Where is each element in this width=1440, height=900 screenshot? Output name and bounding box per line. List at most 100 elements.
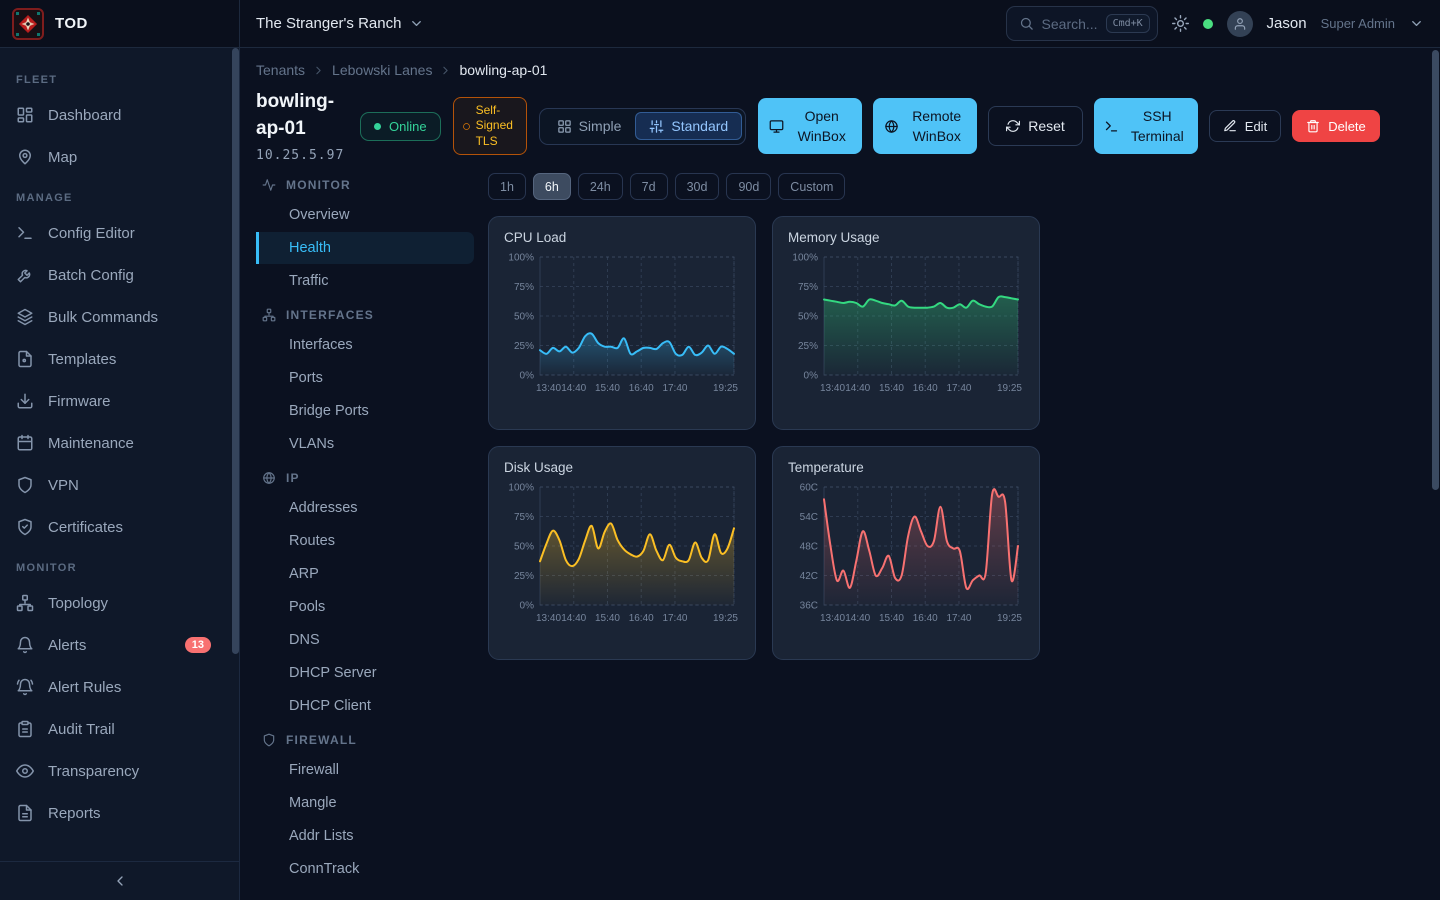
trash-icon (1306, 119, 1320, 133)
sidebar-item-templates[interactable]: Templates (0, 338, 239, 380)
theme-toggle-sun-icon[interactable] (1172, 15, 1189, 32)
main-scrollbar-thumb[interactable] (1432, 50, 1439, 490)
sidebar-item-alert-rules[interactable]: Alert Rules (0, 666, 239, 708)
sidebar-item-map[interactable]: Map (0, 136, 239, 178)
charts-panel: 1h6h24h7d30d90dCustom CPU Load 100%75%50… (488, 168, 1040, 886)
button-label: Edit (1245, 119, 1267, 134)
reset-button[interactable]: Reset (988, 106, 1083, 146)
sidebar-item-vpn[interactable]: VPN (0, 464, 239, 506)
topbar-main: The Stranger's Ranch Search... Cmd+K Jas… (240, 0, 1440, 47)
subnav-item-overview[interactable]: Overview (256, 199, 474, 231)
time-range-30d[interactable]: 30d (675, 173, 720, 200)
subnav-item-firewall[interactable]: Firewall (256, 754, 474, 786)
subnav-item-dns[interactable]: DNS (256, 624, 474, 656)
time-range-24h[interactable]: 24h (578, 173, 623, 200)
svg-text:50%: 50% (798, 312, 818, 323)
svg-text:19:25: 19:25 (713, 383, 738, 394)
subnav-item-mangle[interactable]: Mangle (256, 787, 474, 819)
svg-text:0%: 0% (520, 601, 535, 612)
sidebar-item-label: Bulk Commands (48, 309, 158, 326)
time-range-custom[interactable]: Custom (778, 173, 845, 200)
mode-toggle-standard[interactable]: Standard (635, 112, 742, 140)
sidebar-item-dashboard[interactable]: Dashboard (0, 94, 239, 136)
breadcrumb-item-lebowski-lanes[interactable]: Lebowski Lanes (332, 62, 432, 78)
mode-toggle-label: Standard (671, 118, 728, 134)
sidebar-item-transparency[interactable]: Transparency (0, 750, 239, 792)
subnav-item-arp[interactable]: ARP (256, 558, 474, 590)
subnav-item-routes[interactable]: Routes (256, 525, 474, 557)
temperature-chart: 60C54C48C42C36C13:4014:4015:4016:4017:40… (788, 479, 1024, 637)
svg-text:100%: 100% (508, 253, 534, 264)
svg-text:13:40: 13:40 (820, 613, 845, 624)
search-input[interactable]: Search... Cmd+K (1006, 6, 1158, 41)
sidebar-item-reports[interactable]: Reports (0, 792, 239, 834)
time-range-90d[interactable]: 90d (726, 173, 771, 200)
sidebar-item-label: Certificates (48, 519, 123, 536)
subnav-item-bridge-ports[interactable]: Bridge Ports (256, 395, 474, 427)
subnav-item-traffic[interactable]: Traffic (256, 265, 474, 297)
open-winbox-button[interactable]: Open WinBox (758, 98, 862, 154)
device-name: bowling-ap-01 (256, 89, 348, 142)
sidebar-item-firmware[interactable]: Firmware (0, 380, 239, 422)
sidebar-item-label: Topology (48, 595, 108, 612)
ssh-terminal-button[interactable]: SSH Terminal (1094, 98, 1198, 154)
grid-icon (557, 119, 572, 134)
sidebar-item-batch-config[interactable]: Batch Config (0, 254, 239, 296)
subnav-item-health[interactable]: Health (256, 232, 474, 264)
subnav-item-dhcp-client[interactable]: DHCP Client (256, 690, 474, 722)
mode-toggle-simple[interactable]: Simple (543, 112, 636, 140)
subnav-section-label: MONITOR (286, 178, 351, 192)
status-badge-online: Online (360, 112, 441, 141)
remote-winbox-button[interactable]: Remote WinBox (873, 98, 977, 154)
subnav-item-vlans[interactable]: VLANs (256, 428, 474, 460)
bell-ring-icon (16, 678, 34, 696)
subnav-item-addr-lists[interactable]: Addr Lists (256, 820, 474, 852)
tenant-selector[interactable]: The Stranger's Ranch (256, 15, 424, 32)
time-range-7d[interactable]: 7d (630, 173, 668, 200)
subnav-item-pools[interactable]: Pools (256, 591, 474, 623)
subnav-item-interfaces[interactable]: Interfaces (256, 329, 474, 361)
chart-title: Disk Usage (504, 460, 740, 475)
svg-text:50%: 50% (514, 542, 534, 553)
subnav-item-dhcp-server[interactable]: DHCP Server (256, 657, 474, 689)
svg-text:14:40: 14:40 (845, 383, 870, 394)
subnav-item-conntrack[interactable]: ConnTrack (256, 853, 474, 885)
sidebar-scrollbar-thumb[interactable] (232, 48, 239, 654)
sidebar-item-bulk-commands[interactable]: Bulk Commands (0, 296, 239, 338)
monitor-icon (769, 119, 784, 134)
button-label: Open WinBox (792, 106, 852, 147)
chart-title: Temperature (788, 460, 1024, 475)
cpu-load-chart: 100%75%50%25%0%13:4014:4015:4016:4017:40… (504, 249, 740, 407)
time-range-6h[interactable]: 6h (533, 173, 571, 200)
app-logo-icon[interactable] (12, 8, 44, 40)
sidebar-item-topology[interactable]: Topology (0, 582, 239, 624)
edit-button[interactable]: Edit (1209, 110, 1281, 142)
subnav-item-ports[interactable]: Ports (256, 362, 474, 394)
svg-text:13:40: 13:40 (820, 383, 845, 394)
svg-text:17:40: 17:40 (946, 613, 971, 624)
sidebar-item-alerts[interactable]: Alerts13 (0, 624, 239, 666)
topology-icon (262, 308, 276, 322)
time-range-1h[interactable]: 1h (488, 173, 526, 200)
svg-text:54C: 54C (800, 512, 818, 523)
sidebar-collapse-button[interactable] (0, 861, 239, 900)
svg-text:0%: 0% (520, 371, 535, 382)
svg-text:17:40: 17:40 (662, 383, 687, 394)
online-dot-icon (374, 123, 381, 130)
button-label: SSH Terminal (1127, 106, 1187, 147)
svg-text:75%: 75% (798, 282, 818, 293)
user-menu-chevron-down-icon[interactable] (1409, 16, 1424, 31)
avatar[interactable] (1227, 11, 1253, 37)
svg-text:16:40: 16:40 (913, 383, 938, 394)
breadcrumb-item-tenants[interactable]: Tenants (256, 62, 305, 78)
sidebar-item-config-editor[interactable]: Config Editor (0, 212, 239, 254)
subnav-item-addresses[interactable]: Addresses (256, 492, 474, 524)
chevron-left-icon (112, 873, 128, 889)
sidebar-item-maintenance[interactable]: Maintenance (0, 422, 239, 464)
search-icon (1019, 16, 1034, 31)
svg-text:50%: 50% (514, 312, 534, 323)
sidebar-item-certificates[interactable]: Certificates (0, 506, 239, 548)
sidebar-item-label: Maintenance (48, 435, 134, 452)
sidebar-item-audit-trail[interactable]: Audit Trail (0, 708, 239, 750)
delete-button[interactable]: Delete (1292, 110, 1380, 142)
